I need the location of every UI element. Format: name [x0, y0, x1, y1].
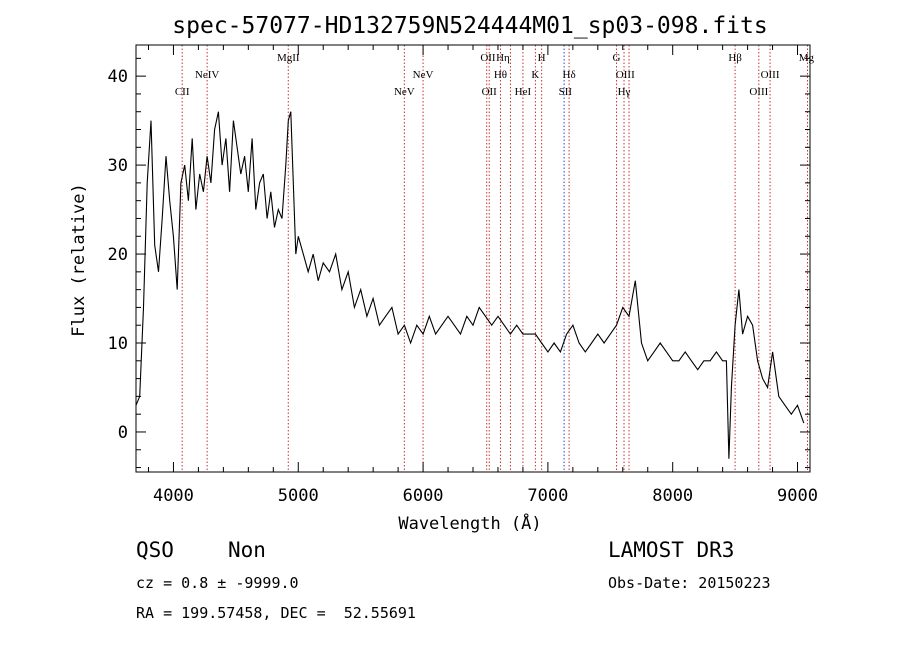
- line-markers: [181, 45, 809, 472]
- redshift-readout: cz = 0.8 ± -9999.0: [136, 574, 299, 592]
- survey-name: LAMOST DR3: [608, 538, 735, 562]
- line-label-19: OIII: [749, 86, 768, 98]
- line-label-10: K: [531, 69, 539, 81]
- x-tick-label-7000: 7000: [527, 486, 568, 506]
- x-tick-label-8000: 8000: [652, 486, 693, 506]
- line-label-8: Hθ: [494, 69, 507, 81]
- spectrum-chart: spec-57077-HD132759N524444M01_sp03-098.f…: [69, 13, 818, 534]
- line-label-2: MgII: [277, 52, 300, 64]
- line-label-3: NeV: [394, 86, 415, 98]
- line-label-7: Hη: [496, 52, 510, 64]
- line-label-6: OII: [482, 86, 498, 98]
- object-subclass: Non: [228, 538, 266, 562]
- line-label-13: SII: [559, 86, 573, 98]
- chart-title: spec-57077-HD132759N524444M01_sp03-098.f…: [172, 13, 767, 39]
- y-axis-label: Flux (relative): [69, 183, 89, 337]
- x-axis: 4000 5000 6000 7000 8000 9000: [147, 45, 818, 506]
- line-labels: CIINeIVMgIINeVNeVOIIOIIHηHθHeIKHHδSIIGOI…: [175, 52, 815, 98]
- line-label-18: OIII: [761, 69, 780, 81]
- line-label-17: Hβ: [728, 52, 742, 64]
- x-tick-label-9000: 9000: [777, 486, 818, 506]
- plot-frame: [135, 44, 811, 473]
- x-tick-label-5000: 5000: [278, 486, 319, 506]
- line-label-15: OIII: [616, 69, 635, 81]
- y-tick-label-10: 10: [108, 334, 128, 354]
- y-axis: 0 10 20 30 40: [108, 57, 810, 469]
- x-axis-label: Wavelength (Å): [398, 512, 541, 534]
- y-tick-label-0: 0: [118, 423, 128, 443]
- line-label-0: CII: [175, 86, 190, 98]
- line-label-11: H: [538, 52, 546, 64]
- observation-date: Obs-Date: 20150223: [608, 574, 771, 592]
- line-label-14: G: [613, 52, 621, 64]
- line-label-4: NeV: [413, 69, 434, 81]
- object-class: QSO: [136, 538, 174, 562]
- y-tick-label-20: 20: [108, 245, 128, 265]
- spectrum-line: [135, 111, 805, 459]
- x-tick-label-4000: 4000: [153, 486, 194, 506]
- line-label-9: HeI: [515, 86, 532, 98]
- y-tick-label-40: 40: [108, 67, 128, 87]
- y-tick-label-30: 30: [108, 156, 128, 176]
- line-label-5: OII: [480, 52, 496, 64]
- line-label-16: Hγ: [618, 86, 631, 98]
- coordinates-readout: RA = 199.57458, DEC = 52.55691: [136, 604, 416, 622]
- line-label-1: NeIV: [195, 69, 219, 81]
- line-label-12: Hδ: [563, 69, 576, 81]
- x-tick-label-6000: 6000: [403, 486, 444, 506]
